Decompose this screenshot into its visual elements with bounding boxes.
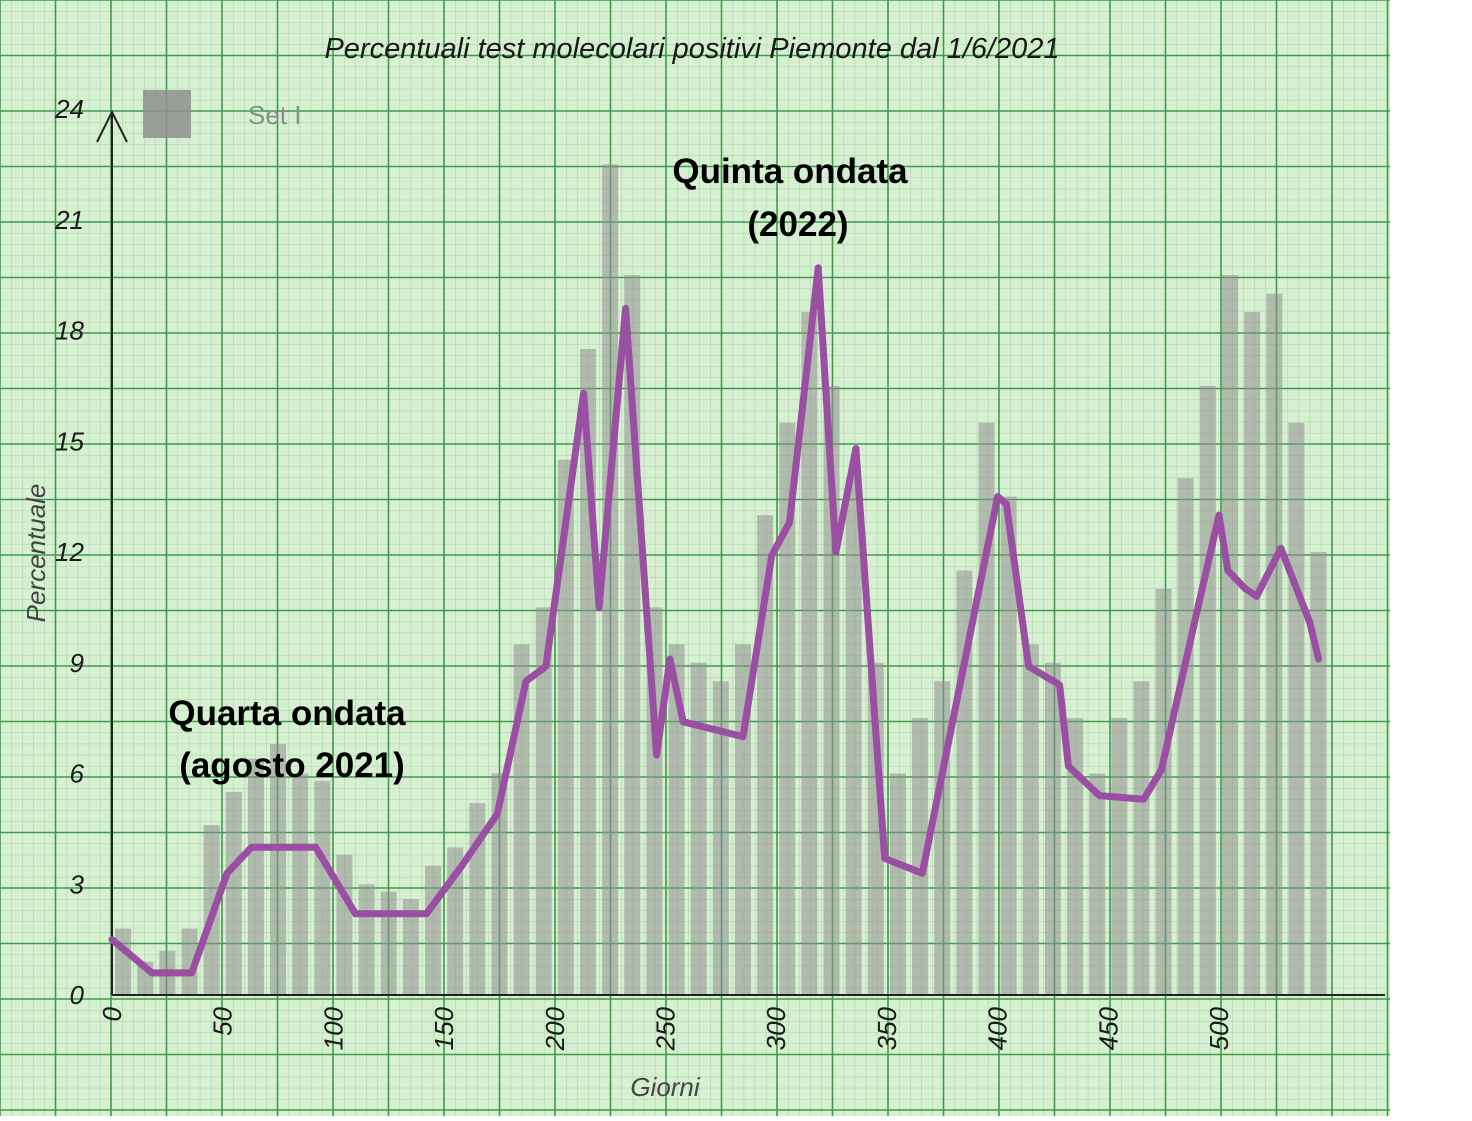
bar [115,928,132,995]
bar [1000,496,1017,995]
x-tick-label: 300 [761,1006,791,1050]
bar [779,422,796,996]
tick-labels: 0 3 6 9 12 15 18 21 24 0 50 100 150 200 250 300 350 400 45… [54,94,1234,1051]
bar [358,884,375,995]
x-tick-label: 50 [208,1006,238,1035]
bar [712,681,729,995]
bar [557,459,574,995]
bar [314,780,331,995]
y-tick-label: 0 [70,980,85,1010]
bar [402,899,419,995]
legend-label: Set I [248,100,301,130]
y-tick-label: 6 [70,759,85,789]
y-tick-label: 15 [55,426,84,456]
y-tick-label: 9 [70,648,84,678]
bar [801,312,818,996]
chart-title: Percentuali test molecolari positivi Pie… [324,33,1059,65]
x-tick-label: 0 [97,1006,127,1021]
y-tick-label: 12 [55,537,84,567]
bar [1244,312,1261,996]
y-tick-label: 18 [55,316,84,346]
x-tick-label: 100 [318,1006,348,1050]
bar [225,791,242,995]
bar [1177,478,1194,996]
bar [889,773,906,995]
bar [1067,718,1084,995]
bar [336,854,353,995]
line-series [108,264,1323,977]
annotation-agosto-2021: (agosto 2021) [179,746,405,785]
bar [1133,681,1150,995]
bar [181,928,198,995]
x-tick-label: 250 [650,1006,680,1051]
bar [845,478,862,996]
y-axis-label: Percentuale [21,484,51,623]
y-axis-arrow [96,109,128,143]
bar [1199,385,1216,995]
bar [535,607,552,995]
x-tick-label: 350 [872,1006,902,1050]
x-axis-label: Giorni [630,1072,701,1102]
annotation-2022: (2022) [747,205,848,244]
bar [1222,275,1239,995]
legend-swatch [143,90,191,138]
annotation-quinta-ondata: Quinta ondata [672,152,908,191]
bar [1022,644,1039,995]
bar [1288,422,1305,996]
bar [1155,588,1172,995]
bar [690,662,707,995]
bar [1044,662,1061,995]
y-tick-label: 21 [54,205,84,235]
axes [96,109,1385,996]
bar [270,743,287,995]
bar [1310,552,1327,995]
bar [491,773,508,995]
bar [912,718,929,995]
y-tick-label: 24 [54,94,84,124]
bar [1266,293,1283,995]
bar [380,891,397,995]
bar [668,644,685,995]
x-tick-label: 150 [429,1006,459,1050]
bar [425,865,442,995]
bar [1089,773,1106,995]
y-tick-label: 3 [70,869,85,899]
bar [1111,718,1128,995]
bar [292,773,309,995]
x-tick-label: 500 [1204,1006,1234,1050]
x-tick-label: 450 [1093,1006,1123,1050]
series-line [108,264,1323,977]
annotation-quarta-ondata: Quarta ondata [168,694,406,733]
right-margin [1390,0,1472,1116]
x-tick-label: 400 [983,1006,1013,1050]
bar [247,758,264,995]
bar [602,164,619,995]
bar-series [115,164,1327,996]
x-tick-label: 200 [540,1006,570,1051]
